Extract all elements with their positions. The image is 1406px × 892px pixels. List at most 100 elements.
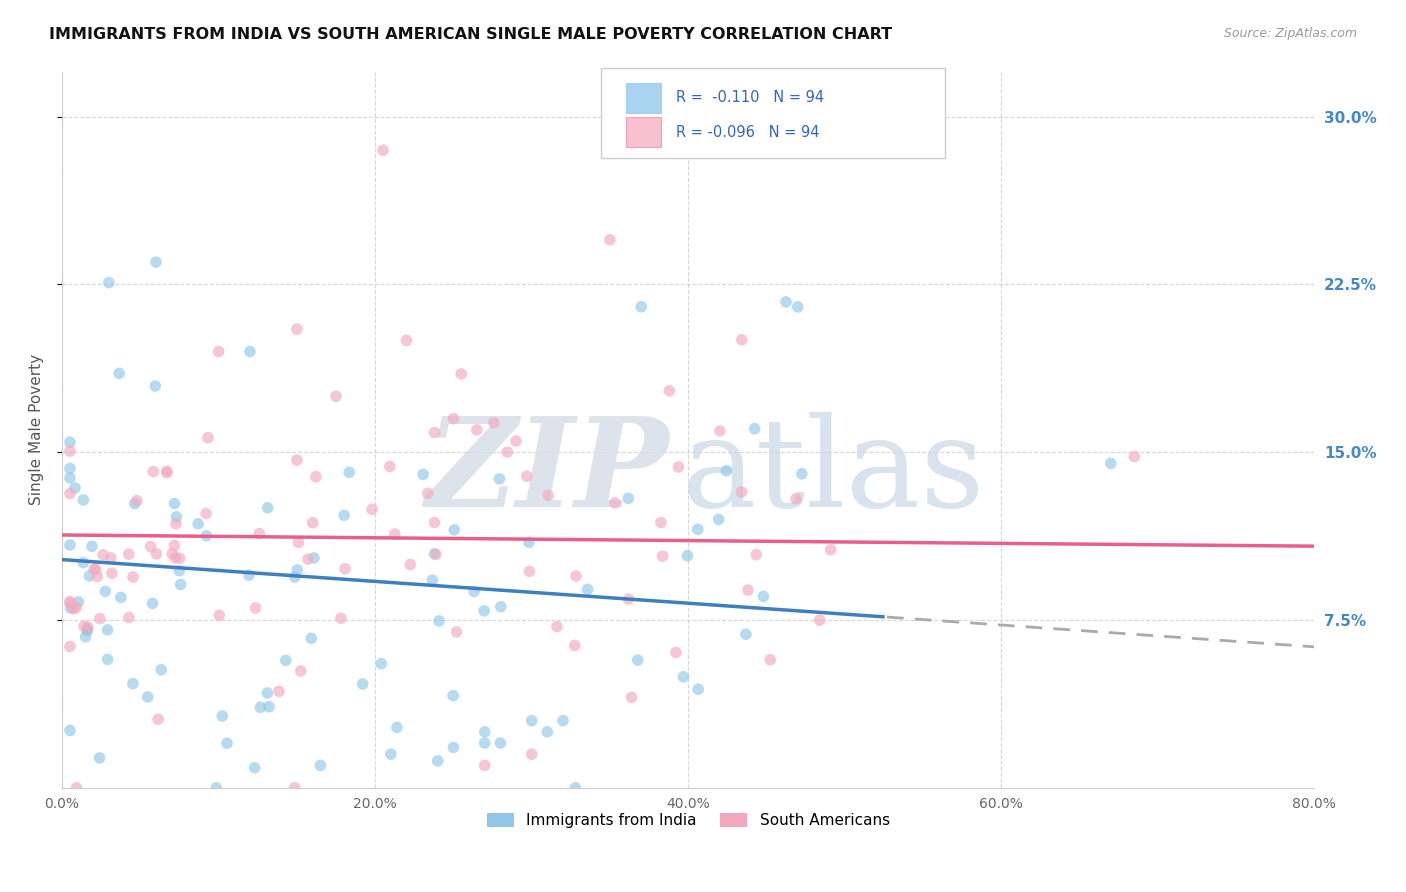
Point	[519, 564, 541, 578]
Point	[422, 574, 444, 588]
Point	[1123, 450, 1146, 464]
Point	[745, 548, 768, 562]
Point	[1099, 457, 1122, 471]
Point	[676, 549, 699, 563]
Point	[136, 690, 159, 704]
Point	[384, 527, 406, 541]
Point	[247, 526, 270, 541]
Point	[301, 516, 323, 530]
Point	[207, 344, 229, 359]
Point	[551, 714, 574, 728]
Point	[517, 535, 540, 549]
Point	[169, 577, 191, 591]
Point	[820, 542, 842, 557]
Point	[125, 493, 148, 508]
Point	[752, 590, 775, 604]
Point	[142, 465, 165, 479]
Point	[72, 556, 94, 570]
Point	[672, 670, 695, 684]
Point	[416, 486, 439, 500]
Point	[731, 333, 754, 347]
Point	[118, 547, 141, 561]
Point	[352, 677, 374, 691]
Point	[63, 481, 86, 495]
Point	[333, 508, 356, 523]
Point	[537, 488, 560, 502]
Point	[274, 653, 297, 667]
Point	[239, 344, 262, 359]
Point	[108, 367, 131, 381]
Point	[665, 645, 688, 659]
Point	[139, 540, 162, 554]
Point	[59, 640, 82, 654]
Bar	[626, 117, 661, 147]
Point	[790, 467, 813, 481]
Point	[208, 608, 231, 623]
Point	[215, 736, 238, 750]
Y-axis label: Single Male Poverty: Single Male Poverty	[30, 354, 44, 506]
Point	[423, 425, 446, 440]
Point	[257, 699, 280, 714]
Point	[546, 619, 568, 633]
Point	[297, 552, 319, 566]
Point	[686, 522, 709, 536]
Point	[89, 751, 111, 765]
Point	[163, 539, 186, 553]
Point	[118, 610, 141, 624]
Point	[285, 322, 308, 336]
Point	[786, 300, 808, 314]
Point	[59, 596, 82, 610]
Point	[67, 595, 90, 609]
Point	[256, 686, 278, 700]
Point	[165, 550, 187, 565]
Point	[735, 627, 758, 641]
Point	[141, 597, 163, 611]
Point	[59, 594, 82, 608]
Point	[187, 516, 209, 531]
Point	[399, 558, 422, 572]
FancyBboxPatch shape	[600, 69, 945, 158]
Point	[76, 623, 98, 637]
Point	[775, 294, 797, 309]
Point	[627, 653, 650, 667]
Text: R =  -0.110   N = 94: R = -0.110 N = 94	[676, 90, 824, 105]
Point	[256, 500, 278, 515]
Point	[463, 584, 485, 599]
Point	[489, 736, 512, 750]
Point	[285, 563, 308, 577]
Point	[65, 600, 87, 615]
Point	[496, 445, 519, 459]
Point	[423, 516, 446, 530]
Point	[617, 491, 640, 506]
Point	[337, 466, 360, 480]
Point	[97, 276, 120, 290]
Point	[658, 384, 681, 398]
Point	[267, 684, 290, 698]
Point	[156, 466, 179, 480]
Bar	[626, 83, 661, 112]
Point	[668, 459, 690, 474]
Point	[427, 614, 450, 628]
Point	[730, 485, 752, 500]
Point	[808, 613, 831, 627]
Point	[73, 619, 96, 633]
Point	[446, 624, 468, 639]
Point	[441, 740, 464, 755]
Point	[305, 469, 328, 483]
Point	[89, 612, 111, 626]
Point	[165, 516, 187, 531]
Point	[285, 453, 308, 467]
Point	[284, 570, 307, 584]
Point	[599, 233, 621, 247]
Point	[474, 758, 496, 772]
Point	[84, 562, 107, 576]
Point	[195, 529, 218, 543]
Point	[302, 551, 325, 566]
Point	[472, 604, 495, 618]
Point	[59, 461, 82, 475]
Point	[576, 582, 599, 597]
Point	[243, 761, 266, 775]
Point	[688, 682, 710, 697]
Point	[145, 547, 167, 561]
Point	[426, 754, 449, 768]
